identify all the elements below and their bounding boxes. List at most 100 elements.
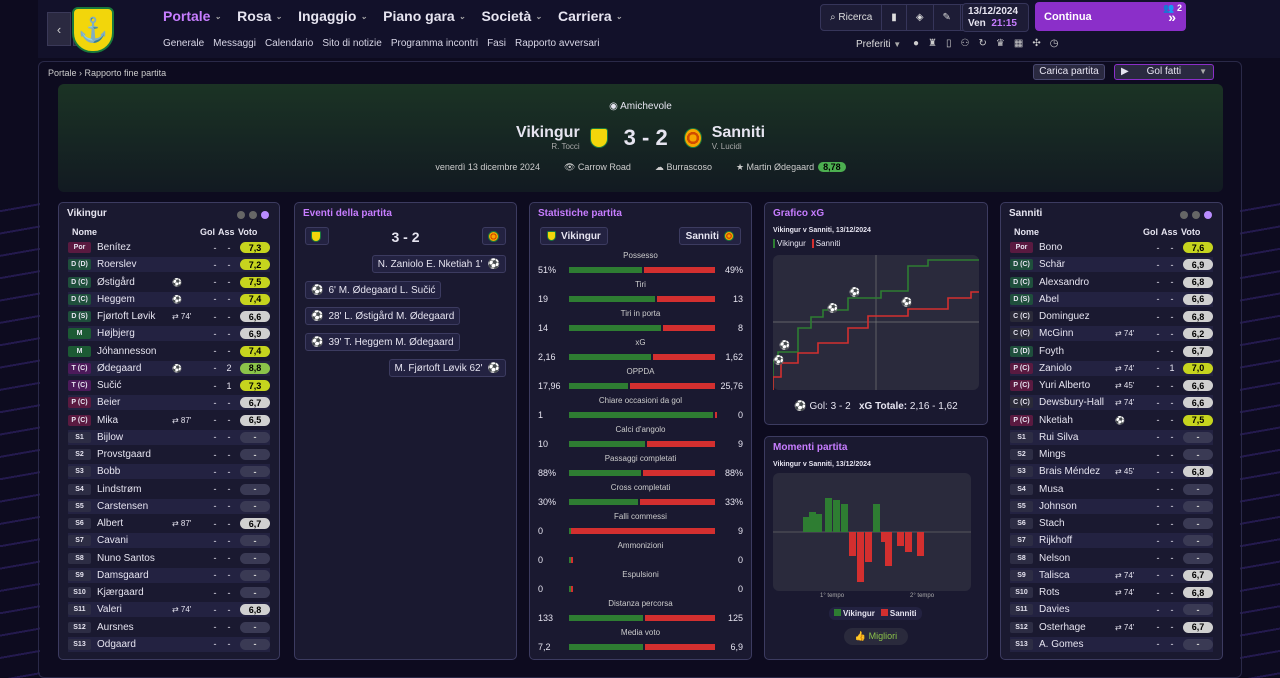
game-date[interactable]: 13/12/2024 Ven 21:15 — [962, 3, 1029, 32]
player-row[interactable]: S4 Musa - - - — [1010, 482, 1213, 497]
player-row[interactable]: S1 Bijlow - - - — [68, 429, 270, 445]
player-goals: - — [213, 311, 217, 322]
player-assists: - — [1170, 380, 1174, 391]
player-row[interactable]: D (C) Alexsandro - -6,8 — [1010, 275, 1213, 290]
player-assists: - — [1170, 587, 1174, 598]
player-row[interactable]: D (D) Roerslev - -7,2 — [68, 257, 270, 273]
player-row[interactable]: S8 Nuno Santos - - - — [68, 551, 270, 566]
player-row[interactable]: D (C) Schär - -6,9 — [1010, 257, 1213, 273]
player-row[interactable]: S1 Rui Silva - - - — [1010, 429, 1213, 445]
search-button[interactable]: ⌕ Ricerca — [821, 5, 883, 30]
player-row[interactable]: S12 Osterhage ⇄ 74' - -6,7 — [1010, 620, 1213, 635]
player-row[interactable]: S11 Valeri ⇄ 74' - -6,8 — [68, 602, 270, 618]
player-row[interactable]: P (C) Beier - -6,7 — [68, 395, 270, 411]
player-row[interactable]: P (C) Nketiah ⚽ - -7,5 — [1010, 413, 1213, 428]
submenu-item[interactable]: Fasi — [487, 38, 506, 49]
player-row[interactable]: S9 Damsgaard - - - — [68, 567, 270, 583]
player-row[interactable]: S3 Brais Méndez ⇄ 45' - -6,8 — [1010, 464, 1213, 480]
player-row[interactable]: C (C) Dewsbury-Hall ⇄ 74' - -6,6 — [1010, 395, 1213, 411]
submenu-item[interactable]: Rapporto avversari — [514, 38, 600, 49]
player-row[interactable]: T (C) Ødegaard ⚽ -2 8,8 — [68, 360, 270, 376]
menu-5[interactable]: Carriera ⌄ — [558, 8, 622, 24]
submenu-item[interactable]: Generale — [163, 38, 205, 49]
player-row[interactable]: S7 Cavani - - - — [68, 533, 270, 549]
menu-2[interactable]: Ingaggio ⌄ — [298, 8, 367, 24]
player-row[interactable]: S10 Kjærgaard - - - — [68, 585, 270, 600]
player-assists: - — [1170, 449, 1174, 460]
calendar-icon[interactable]: ▦ — [1013, 38, 1024, 49]
history-icon[interactable]: ◷ — [1049, 38, 1059, 49]
player-row[interactable]: S5 Johnson - - - — [1010, 498, 1213, 514]
player-row[interactable]: S7 Rijkhoff - - - — [1010, 533, 1213, 549]
shield-icon[interactable]: ◈ — [907, 5, 934, 30]
menu-3[interactable]: Piano gara ⌄ — [383, 8, 465, 24]
player-row[interactable]: M Jóhannesson - -7,4 — [68, 344, 270, 359]
player-row[interactable]: S3 Bobb - - - — [68, 464, 270, 480]
event-item[interactable]: M. Fjørtoft Løvik 62' ⚽ — [388, 359, 506, 377]
player-row[interactable]: S2 Mings - - - — [1010, 447, 1213, 462]
back-button[interactable]: ‹ — [47, 12, 71, 46]
player-row[interactable]: S4 Lindstrøm - - - — [68, 482, 270, 497]
event-item[interactable]: ⚽ 28' L. Østigård M. Ødegaard — [305, 307, 461, 325]
event-item[interactable]: N. Zaniolo E. Nketiah 1' ⚽ — [371, 255, 506, 273]
team-icon[interactable]: ⚇ — [960, 38, 970, 49]
player-row[interactable]: T (C) Sučić -1 7,3 — [68, 378, 270, 393]
position-badge: S2 — [68, 449, 91, 460]
player-row[interactable]: S9 Talisca ⇄ 74' - -6,7 — [1010, 567, 1213, 583]
player-row[interactable]: P (C) Mika ⇄ 87' - -6,5 — [68, 413, 270, 428]
player-row[interactable]: S6 Stach - - - — [1010, 516, 1213, 531]
player-row[interactable]: P (C) Zaniolo ⇄ 74' -1 7,0 — [1010, 360, 1213, 376]
player-row[interactable]: S2 Provstgaard - - - — [68, 447, 270, 462]
goals-dropdown[interactable]: ▶ Gol fatti ▼ — [1114, 64, 1214, 80]
menu-4[interactable]: Società ⌄ — [481, 8, 542, 24]
player-row[interactable]: D (C) Østigård ⚽ - -7,5 — [68, 275, 270, 290]
player-row[interactable]: Por Bono - -7,6 — [1010, 240, 1213, 255]
best-button[interactable]: 👍 Migliori — [844, 628, 908, 645]
player-row[interactable]: D (D) Foyth - -6,7 — [1010, 344, 1213, 359]
player-row[interactable]: S10 Rots ⇄ 74' - -6,8 — [1010, 585, 1213, 600]
player-of-match[interactable]: ★ Martin Ødegaard 8,78 — [736, 162, 846, 173]
player-row[interactable]: S8 Nelson - - - — [1010, 551, 1213, 566]
player-goals: - — [213, 397, 217, 408]
phone-icon[interactable]: ▯ — [946, 38, 952, 49]
player-row[interactable]: S5 Carstensen - - - — [68, 498, 270, 514]
refresh-icon[interactable]: ↻ — [978, 38, 987, 49]
bookmark-icon[interactable]: ▮ — [882, 5, 907, 30]
player-row[interactable]: P (C) Yuri Alberto ⇄ 45' - -6,6 — [1010, 378, 1213, 393]
trophy-icon[interactable]: ♛ — [995, 38, 1005, 49]
event-item[interactable]: ⚽ 39' T. Heggem M. Ødegaard — [305, 333, 460, 351]
player-row[interactable]: D (S) Fjørtoft Løvik ⇄ 74' - -6,6 — [68, 309, 270, 324]
player-row[interactable]: M Højbjerg - -6,9 — [68, 326, 270, 342]
continue-button[interactable]: Continua 👥 2 » — [1035, 2, 1186, 31]
submenu-item[interactable]: Messaggi — [213, 38, 256, 49]
preferiti-dropdown[interactable]: Preferiti ▼ — [856, 39, 902, 50]
player-row[interactable]: S6 Albert ⇄ 87' - -6,7 — [68, 516, 270, 531]
away-team[interactable]: Sanniti V. Lucidi — [712, 124, 765, 151]
player-rating: 7,3 — [240, 380, 270, 391]
player-row[interactable]: C (C) McGinn ⇄ 74' - -6,2 — [1010, 326, 1213, 342]
submenu-item[interactable]: Programma incontri — [390, 38, 479, 49]
player-row[interactable]: S13 Odgaard - - - — [68, 636, 270, 652]
tactics-icon[interactable]: ✣ — [1032, 38, 1041, 49]
club-logo[interactable]: ⚓ — [72, 7, 114, 53]
submenu-item[interactable]: Calendario — [264, 38, 314, 49]
view-toggle[interactable] — [1180, 211, 1212, 219]
pen-icon[interactable]: ✎ — [934, 5, 961, 30]
player-row[interactable]: S11 Davies - - - — [1010, 602, 1213, 618]
event-item[interactable]: ⚽ 6' M. Ødegaard L. Sučić — [305, 281, 442, 299]
home-team[interactable]: Vikingur R. Tocci — [516, 124, 580, 151]
menu-0[interactable]: Portale ⌄ — [163, 8, 221, 24]
inbox-icon[interactable]: ● — [913, 38, 920, 49]
player-row[interactable]: S12 Aursnes - - - — [68, 620, 270, 635]
player-row[interactable]: C (C) Dominguez - -6,8 — [1010, 309, 1213, 324]
shirt-icon[interactable]: ♜ — [928, 38, 938, 49]
breadcrumb-portale[interactable]: Portale — [48, 68, 77, 78]
submenu-item[interactable]: Sito di notizie — [322, 38, 382, 49]
player-row[interactable]: D (C) Heggem ⚽ - -7,4 — [68, 291, 270, 307]
menu-1[interactable]: Rosa ⌄ — [237, 8, 282, 24]
player-row[interactable]: D (S) Abel - -6,6 — [1010, 291, 1213, 307]
view-toggle[interactable] — [237, 211, 269, 219]
player-row[interactable]: S13 A. Gomes - - - — [1010, 636, 1213, 652]
player-row[interactable]: Por Benítez - -7,3 — [68, 240, 270, 255]
load-match-button[interactable]: Carica partita — [1033, 64, 1105, 80]
